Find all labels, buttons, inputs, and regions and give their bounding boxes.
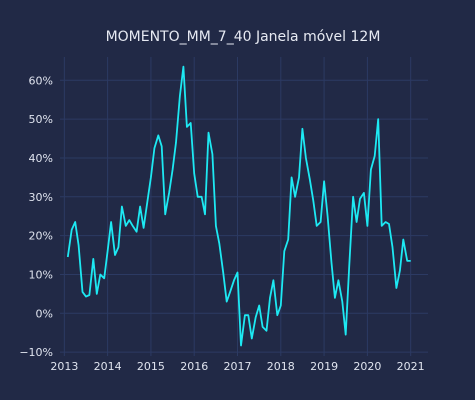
x-tick-label: 2013 xyxy=(50,360,78,373)
y-tick-label: 10% xyxy=(29,268,53,281)
tick-label-layer: −10% 0% 10% 20% 30% 40% 50% 60% 2013 2014 2015 2016… xyxy=(19,74,424,373)
series-line xyxy=(66,65,411,347)
x-tick-label: 2017 xyxy=(224,360,252,373)
chart-title: MOMENTO_MM_7_40 Janela móvel 12M xyxy=(106,29,381,45)
y-tick-label: 30% xyxy=(29,191,53,204)
x-tick-label: 2021 xyxy=(397,360,425,373)
x-tick-label: 2015 xyxy=(137,360,165,373)
x-tick-label: 2016 xyxy=(180,360,208,373)
y-tick-label: 50% xyxy=(29,113,53,126)
x-tick-label: 2020 xyxy=(353,360,381,373)
y-tick-label: 0% xyxy=(36,307,53,320)
y-tick-label: −10% xyxy=(19,346,53,359)
y-tick-label: 40% xyxy=(29,152,53,165)
y-tick-label: 20% xyxy=(29,230,53,243)
grid-layer xyxy=(60,57,428,356)
x-tick-label: 2019 xyxy=(310,360,338,373)
x-tick-label: 2018 xyxy=(267,360,295,373)
x-tick-label: 2014 xyxy=(94,360,122,373)
y-tick-label: 60% xyxy=(29,74,53,87)
series-layer xyxy=(66,65,411,347)
